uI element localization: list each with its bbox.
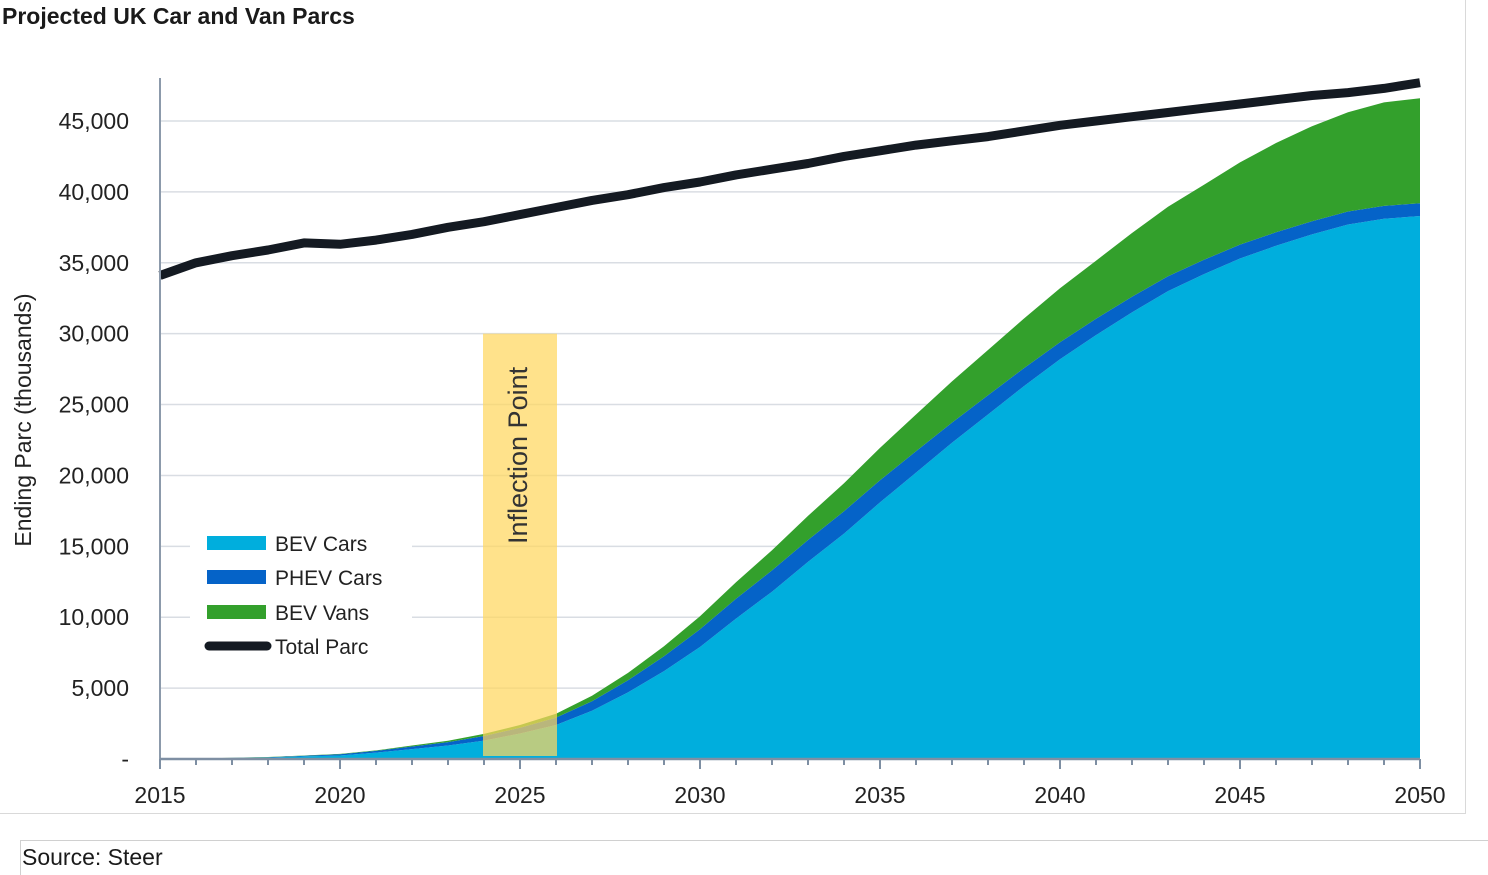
inflection-label: Inflection Point — [503, 366, 533, 544]
legend-label-phev-cars: PHEV Cars — [275, 567, 382, 590]
x-tick-label-2020: 2020 — [314, 782, 365, 808]
y-tick-label-15000: 15,000 — [59, 533, 129, 559]
x-tick-label-2030: 2030 — [674, 782, 725, 808]
source-divider-vertical — [20, 840, 21, 875]
x-tick-label-2025: 2025 — [494, 782, 545, 808]
legend-swatch-bev-cars — [207, 536, 266, 550]
legend-swatch-phev-cars — [207, 570, 266, 584]
legend-label-bev-cars: BEV Cars — [275, 533, 367, 556]
series-area-bev-vans — [160, 98, 1420, 760]
chart-title: Projected UK Car and Van Parcs — [2, 3, 355, 29]
y-tick-label-30000: 30,000 — [59, 321, 129, 347]
y-tick-label-35000: 35,000 — [59, 250, 129, 276]
series-line-total-parc — [158, 78, 1421, 280]
y-tick-label-0: - — [121, 746, 129, 772]
x-tick-label-2035: 2035 — [854, 782, 905, 808]
x-tick-label-2050: 2050 — [1394, 782, 1445, 808]
series-area-bev-cars — [160, 216, 1420, 759]
area-chart: - 5,000 10,000 15,000 20,000 25,000 30,000 35,0… — [10, 78, 1446, 808]
x-tick-label-2040: 2040 — [1034, 782, 1085, 808]
source-note: Source: Steer — [22, 844, 163, 870]
legend-label-total-parc: Total Parc — [275, 636, 368, 659]
source-divider — [20, 840, 1488, 841]
legend-label-bev-vans: BEV Vans — [275, 602, 369, 625]
x-tick-label-2015: 2015 — [134, 782, 185, 808]
y-axis-title: Ending Parc (thousands) — [10, 293, 36, 546]
y-tick-label-20000: 20,000 — [59, 462, 129, 488]
inflection-highlight — [483, 333, 557, 756]
x-tick-label-2045: 2045 — [1214, 782, 1265, 808]
y-tick-label-25000: 25,000 — [59, 392, 129, 418]
y-tick-label-40000: 40,000 — [59, 179, 129, 205]
y-tick-label-5000: 5,000 — [71, 675, 129, 701]
y-tick-label-45000: 45,000 — [59, 108, 129, 134]
y-tick-label-10000: 10,000 — [59, 604, 129, 630]
legend-swatch-bev-vans — [207, 605, 266, 619]
chart-frame — [0, 0, 1466, 814]
